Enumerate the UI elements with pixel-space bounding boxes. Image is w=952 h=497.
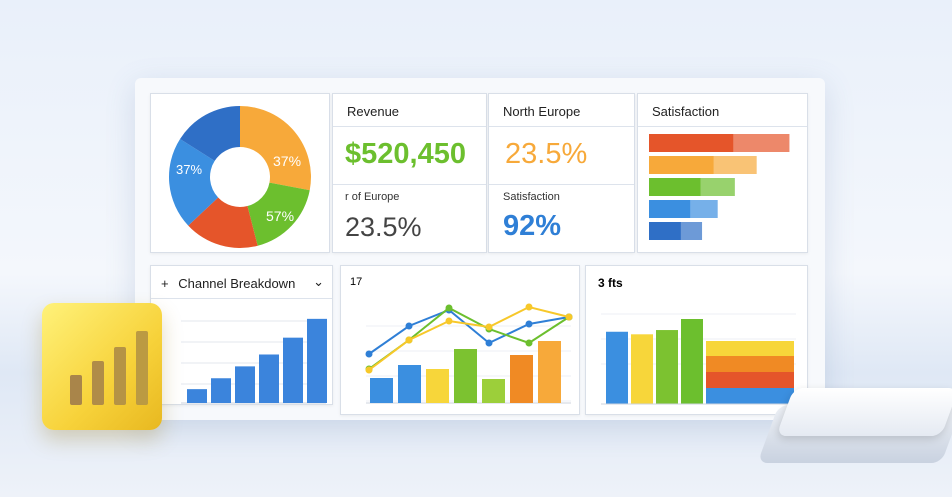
satisfaction-bar-highlight [680, 222, 703, 240]
series-line [368, 308, 570, 355]
stack-card-bar [606, 331, 628, 404]
combo-bar [538, 341, 561, 403]
channel-bar-chart [181, 318, 327, 404]
series-line [368, 305, 570, 371]
satisfaction-bar [649, 134, 790, 152]
channel-breakdown-card: + Channel Breakdown ⌄ [150, 265, 333, 405]
channel-bar [211, 378, 231, 403]
combo-bar [370, 378, 393, 403]
combo-bar [482, 379, 505, 403]
satisfaction-bar-highlight [733, 134, 790, 152]
satisfaction-bar-highlight [713, 156, 757, 174]
stacked-segment [706, 341, 794, 356]
stacked-segment [706, 388, 794, 404]
pie-slice [180, 106, 240, 161]
pie-label-green: 57% [266, 208, 295, 224]
pie-label-orange: 37% [273, 153, 302, 169]
channel-title: Channel Breakdown [178, 276, 296, 291]
satisfaction-label: Satisfaction [503, 191, 560, 203]
satisfaction-title: Satisfaction [638, 94, 807, 127]
channel-bar [259, 354, 279, 403]
stack-card-bar [631, 334, 653, 404]
stack-card-bar [656, 330, 678, 404]
combo-chart [365, 303, 573, 404]
combo-bar [426, 369, 449, 403]
series-point [525, 339, 533, 347]
satisfaction-bar-highlight [690, 200, 718, 218]
combo-bar [510, 355, 533, 403]
series-point [445, 317, 453, 325]
pie-slice [169, 138, 219, 226]
channel-bar [307, 318, 327, 403]
series-point [405, 322, 413, 330]
donut-chart [169, 106, 311, 249]
stacked-bar-chart [601, 313, 796, 405]
series-point [405, 336, 413, 344]
tablet-top-icon [776, 388, 952, 436]
series-point [525, 320, 533, 328]
satisfaction-bar [649, 156, 757, 174]
revenue-value: $520,450 [345, 138, 466, 170]
pie-label-blue: 37% [176, 162, 203, 177]
combo-bar [454, 349, 477, 403]
stacked-bar-card: 3 fts [585, 265, 808, 415]
satisfaction-bar [649, 200, 718, 218]
stacked-card-title: 3 fts [598, 276, 623, 290]
north-europe-value: 23.5% [505, 138, 588, 170]
satisfaction-bar [649, 178, 735, 196]
stacked-segment [706, 356, 794, 372]
satisfaction-bar [649, 222, 703, 240]
satisfaction-bar-highlight [700, 178, 735, 196]
combo-bar [398, 365, 421, 403]
series-point [365, 350, 373, 358]
series-point [525, 303, 533, 311]
bar-chart-cube-icon [42, 303, 162, 430]
channel-bar [283, 337, 303, 403]
revenue-sub-label: r of Europe [345, 191, 400, 203]
plus-icon[interactable]: + [161, 276, 169, 291]
stack-card-bar [681, 319, 703, 404]
line-bar-card: 17 [340, 265, 580, 415]
pie-slice [247, 182, 310, 246]
satisfaction-value: 92% [503, 210, 562, 242]
pie-slice [188, 197, 258, 249]
series-point [565, 313, 573, 321]
series-point [485, 323, 493, 331]
satisfaction-card: Satisfaction [637, 93, 808, 253]
series-point [445, 304, 453, 312]
line-card-title: 17 [350, 276, 363, 288]
series-point [485, 339, 493, 347]
revenue-title: Revenue [333, 94, 486, 127]
chevron-down-icon[interactable]: ⌄ [313, 274, 324, 289]
channel-bar [235, 366, 255, 403]
north-europe-title: North Europe [489, 94, 634, 127]
revenue-sub-value: 23.5% [345, 212, 422, 242]
satisfaction-bar-chart [649, 134, 790, 240]
pie-slice [240, 106, 311, 191]
channel-bar [187, 389, 207, 403]
pie-card: 37% 57% 37% [150, 93, 330, 253]
series-point [365, 366, 373, 374]
stacked-segment [706, 372, 794, 388]
revenue-card: Revenue $520,450 r of Europe 23.5% [332, 93, 487, 253]
north-europe-card: North Europe 23.5% Satisfaction 92% [488, 93, 635, 253]
